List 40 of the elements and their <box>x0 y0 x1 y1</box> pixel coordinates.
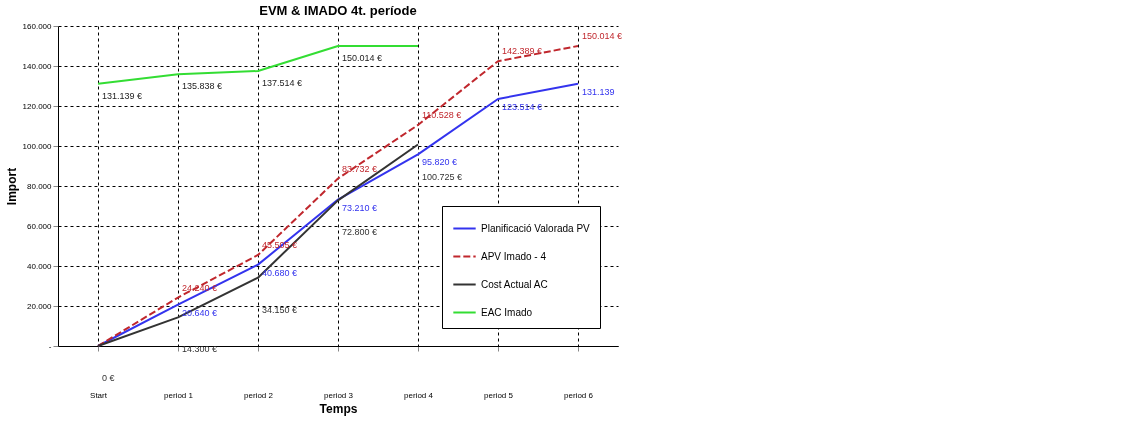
y-tick-label: 20.000 <box>27 301 53 311</box>
x-tick-label: period 3 <box>324 390 354 400</box>
x-tick-label: period 6 <box>564 390 594 400</box>
data-label: 131.139 <box>582 86 615 97</box>
data-label: 14.300 € <box>182 344 218 355</box>
y-tick-label: 120.000 <box>22 101 53 111</box>
y-tick-label: 100.000 <box>22 141 53 151</box>
data-label: 110.528 € <box>422 109 462 120</box>
data-label: 131.139 € <box>102 90 143 101</box>
x-tick-label: period 1 <box>164 390 194 400</box>
data-label: 34.150 € <box>262 304 298 315</box>
legend-label: Cost Actual AC <box>481 278 548 290</box>
x-tick-label: period 4 <box>404 390 434 400</box>
x-axis-title: Temps <box>319 401 358 416</box>
data-label: 0 € <box>102 373 115 383</box>
x-tick-label: period 2 <box>244 390 274 400</box>
chart-title: EVM & IMADO 4t. període <box>259 3 417 18</box>
data-label: 40.680 € <box>262 267 298 278</box>
x-tick-label: period 5 <box>484 390 514 400</box>
y-tick-label: 160.000 <box>22 21 53 31</box>
legend-label: APV Imado - 4 <box>481 250 547 262</box>
line-series <box>97 44 419 85</box>
y-tick-label: 40.000 <box>27 261 53 271</box>
data-label: 72.800 € <box>342 227 378 238</box>
legend-label: Planificació Valorada PV <box>481 222 591 234</box>
data-label: 95.820 € <box>422 157 458 168</box>
y-tick-label: 140.000 <box>22 61 53 71</box>
data-label: 150.014 € <box>342 52 383 63</box>
y-axis-title: Import <box>4 167 19 206</box>
x-tick-label: Start <box>90 390 108 400</box>
data-label: 150.014 € <box>582 30 623 41</box>
line-series <box>97 143 419 347</box>
data-label: 100.725 € <box>422 171 463 182</box>
y-tick-label: 80.000 <box>27 181 53 191</box>
legend-label: EAC Imado <box>481 306 533 318</box>
y-tick-label: - <box>48 341 52 351</box>
data-label: 73.210 € <box>342 202 378 213</box>
y-tick-label: 60.000 <box>27 221 53 231</box>
data-label: 137.514 € <box>262 77 303 88</box>
data-label: 135.838 € <box>182 81 223 92</box>
